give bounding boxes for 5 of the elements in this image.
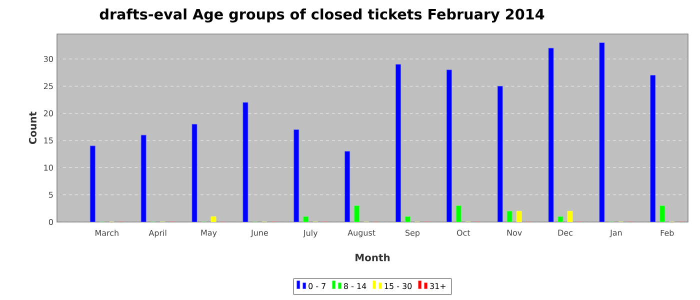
y-axis-title: Count [28,112,36,144]
bar [446,70,452,222]
chart-title: drafts-eval Age groups of closed tickets February 2014 [100,8,544,22]
bar [650,75,656,222]
x-axis-title: Month [356,254,390,262]
